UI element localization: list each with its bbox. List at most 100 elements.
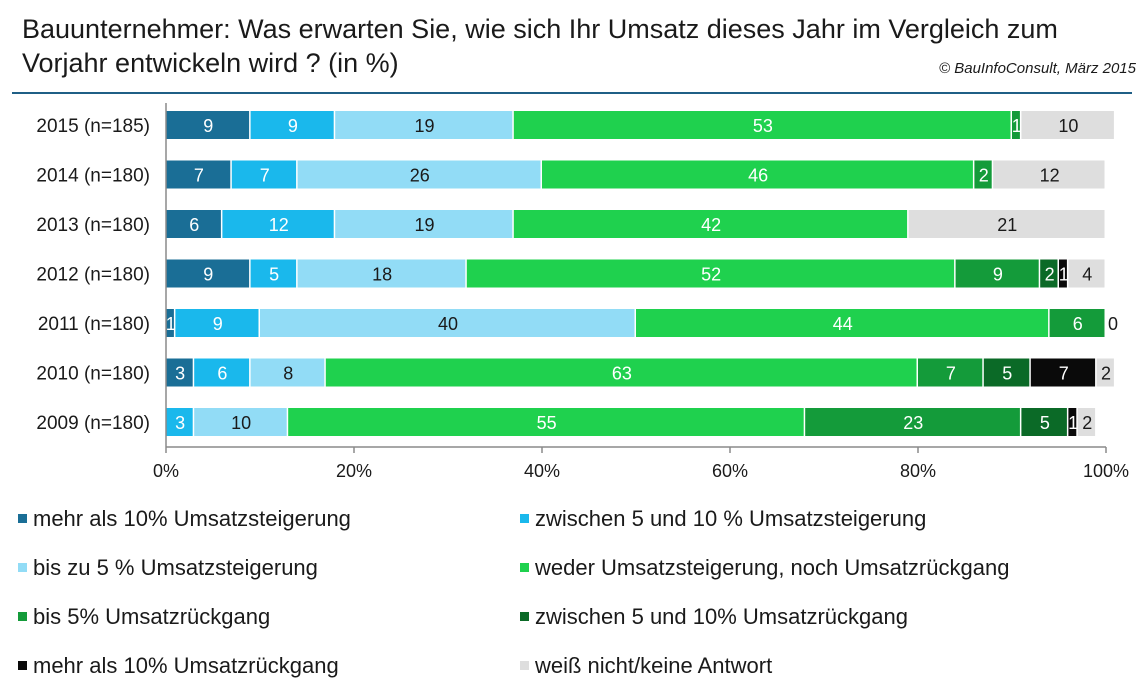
bar-segment [222,210,334,238]
bar-segment [335,210,513,238]
bar-segment [288,408,804,436]
data-label: 7 [1059,364,1069,384]
bar-segment [974,160,992,189]
bar-segment [194,358,250,387]
bar-segment [194,408,287,436]
bar-segment [166,309,174,337]
data-label: 7 [260,166,270,186]
bar-segment [513,210,908,238]
data-label: 19 [414,116,434,136]
legend-item: weiß nicht/keine Antwort [520,653,772,679]
data-label: 1 [1012,116,1022,136]
legend-label: weiß nicht/keine Antwort [535,653,773,678]
legend-swatch [18,513,27,523]
x-tick-label: 80% [900,461,936,481]
bar-segment [955,259,1039,288]
data-label: 1 [1068,413,1078,433]
legend-item: bis 5% Umsatzrückgang [18,604,270,630]
bar-segment [1077,408,1096,436]
data-label: 23 [903,413,923,433]
bar-segment [983,358,1030,387]
bar-segment [166,160,231,189]
category-label: 2009 (n=180) [36,413,150,434]
legend-item: mehr als 10% Umsatzsteigerung [18,506,351,532]
bar-segment [1096,358,1114,387]
data-label: 19 [414,215,434,235]
data-label: 55 [537,413,557,433]
bar-segment [166,408,193,436]
data-label: 7 [946,364,956,384]
data-label: 10 [1058,116,1078,136]
legend-label: zwischen 5 und 10 % Umsatzsteigerung [535,506,927,531]
data-label: 52 [701,265,721,285]
legend-item: zwischen 5 und 10 % Umsatzsteigerung [520,506,926,532]
bar-segment [542,160,973,189]
data-label: 6 [1073,314,1083,334]
category-label: 2010 (n=180) [36,364,150,385]
legend-swatch [18,611,27,621]
bar-segment [1030,358,1096,387]
legend-label: mehr als 10% Umsatzsteigerung [33,506,351,531]
category-label: 2014 (n=180) [36,166,150,187]
bar-segment [260,309,635,337]
data-label: 63 [612,364,632,384]
data-label: 12 [1040,166,1060,186]
bar-segment [1049,309,1105,337]
data-label: 40 [438,314,458,334]
bar-segment [297,259,466,288]
data-label: 6 [217,364,227,384]
data-label: 1 [1059,265,1069,285]
bar-segment [908,210,1105,238]
category-label: 2011 (n=180) [38,314,150,335]
data-label: 2 [1101,364,1111,384]
legend-item: weder Umsatzsteigerung, noch Umsatzrückg… [520,555,1009,581]
category-label: 2013 (n=180) [36,215,150,236]
bar-segment [1068,408,1077,436]
bar-segment [1021,111,1114,139]
category-label: 2015 (n=185) [36,116,150,137]
x-tick-label: 20% [336,461,372,481]
bar-segment [250,259,297,288]
bar-segment [250,358,325,387]
data-label: 8 [283,364,293,384]
data-label: 1 [166,314,176,334]
data-label: 9 [288,116,298,136]
data-label: 2 [1082,413,1092,433]
data-label: 9 [213,314,223,334]
bar-segment [636,309,1049,337]
bar-segment [231,160,297,189]
data-label: 9 [203,116,213,136]
data-label: 42 [701,215,721,235]
legend-item: zwischen 5 und 10% Umsatzrückgang [520,604,908,630]
bar-segment [166,210,221,238]
data-label: 10 [231,413,251,433]
data-label: 2 [1045,265,1055,285]
category-label: 2012 (n=180) [36,265,150,286]
bar-segment [297,160,541,189]
x-tick-label: 100% [1083,461,1129,481]
legend-swatch [18,562,27,572]
data-label: 5 [1040,413,1050,433]
data-label: 21 [997,215,1017,235]
data-label: 9 [993,265,1003,285]
legend-label: bis 5% Umsatzrückgang [33,604,271,629]
legend-label: bis zu 5 % Umsatzsteigerung [33,555,318,580]
data-label: 53 [753,116,773,136]
legend-item: mehr als 10% Umsatzrückgang [18,653,339,679]
data-label: 6 [189,215,199,235]
bar-segment [918,358,983,387]
legend-swatch [520,660,529,670]
data-label: 3 [175,364,185,384]
bar-segment [166,358,193,387]
bar-segment [1068,259,1105,288]
data-label: 2 [979,166,989,186]
bar-segment [1012,111,1020,139]
data-label: 5 [269,265,279,285]
data-label: 9 [203,265,213,285]
data-label: 5 [1002,364,1012,384]
bar-segment [1059,259,1067,288]
bar-segment [325,358,917,387]
bar-segment [250,111,334,139]
data-label: 4 [1082,265,1092,285]
legend-swatch [520,562,529,572]
